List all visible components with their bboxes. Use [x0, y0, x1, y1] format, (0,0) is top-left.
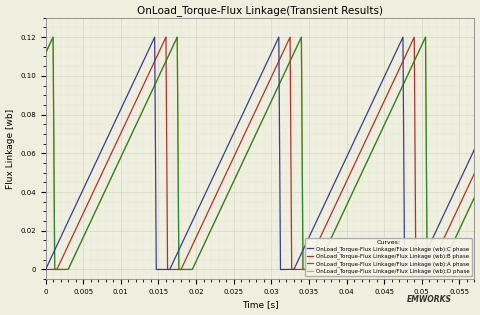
X-axis label: Time [s]: Time [s] — [242, 301, 278, 309]
OnLoad_Torque-Flux Linkage/Flux Linkage (wb):D phase — [45, 47, 50, 51]
OnLoad_Torque-Flux Linkage/Flux Linkage (wb):D phase — [449, 244, 455, 248]
OnLoad_Torque-Flux Linkage/Flux Linkage (wb):B phase — [252, 110, 258, 113]
OnLoad_Torque-Flux Linkage/Flux Linkage (wb):A phase — [60, 268, 66, 272]
OnLoad_Torque-Flux Linkage/Flux Linkage (wb):B phase — [60, 254, 66, 258]
OnLoad_Torque-Flux Linkage/Flux Linkage (wb):A phase — [127, 136, 132, 140]
OnLoad_Torque-Flux Linkage/Flux Linkage (wb):B phase — [287, 35, 293, 39]
OnLoad_Torque-Flux Linkage/Flux Linkage (wb):C phase — [68, 213, 74, 217]
OnLoad_Torque-Flux Linkage/Flux Linkage (wb):A phase — [252, 134, 258, 137]
Line: OnLoad_Torque-Flux Linkage/Flux Linkage (wb):C phase: OnLoad_Torque-Flux Linkage/Flux Linkage … — [46, 37, 474, 270]
OnLoad_Torque-Flux Linkage/Flux Linkage (wb):C phase — [276, 35, 282, 39]
OnLoad_Torque-Flux Linkage/Flux Linkage (wb):C phase — [127, 89, 132, 92]
OnLoad_Torque-Flux Linkage/Flux Linkage (wb):B phase — [127, 112, 132, 116]
Text: EMWORKS: EMWORKS — [407, 295, 452, 304]
OnLoad_Torque-Flux Linkage/Flux Linkage (wb):C phase — [471, 147, 477, 151]
OnLoad_Torque-Flux Linkage/Flux Linkage (wb):D phase — [68, 261, 74, 265]
OnLoad_Torque-Flux Linkage/Flux Linkage (wb):A phase — [449, 244, 455, 248]
Line: OnLoad_Torque-Flux Linkage/Flux Linkage (wb):A phase: OnLoad_Torque-Flux Linkage/Flux Linkage … — [46, 37, 474, 270]
Line: OnLoad_Torque-Flux Linkage/Flux Linkage (wb):B phase: OnLoad_Torque-Flux Linkage/Flux Linkage … — [46, 37, 474, 270]
OnLoad_Torque-Flux Linkage/Flux Linkage (wb):C phase — [43, 268, 48, 272]
OnLoad_Torque-Flux Linkage/Flux Linkage (wb):C phase — [45, 263, 50, 267]
OnLoad_Torque-Flux Linkage/Flux Linkage (wb):D phase — [52, 268, 58, 272]
OnLoad_Torque-Flux Linkage/Flux Linkage (wb):A phase — [68, 261, 74, 265]
OnLoad_Torque-Flux Linkage/Flux Linkage (wb):A phase — [45, 47, 50, 51]
OnLoad_Torque-Flux Linkage/Flux Linkage (wb):D phase — [471, 196, 477, 199]
OnLoad_Torque-Flux Linkage/Flux Linkage (wb):A phase — [471, 196, 477, 199]
Y-axis label: Flux Linkage [wb]: Flux Linkage [wb] — [6, 108, 14, 188]
OnLoad_Torque-Flux Linkage/Flux Linkage (wb):A phase — [299, 35, 304, 39]
OnLoad_Torque-Flux Linkage/Flux Linkage (wb):B phase — [43, 268, 48, 272]
OnLoad_Torque-Flux Linkage/Flux Linkage (wb):B phase — [45, 268, 50, 272]
OnLoad_Torque-Flux Linkage/Flux Linkage (wb):D phase — [43, 51, 48, 55]
OnLoad_Torque-Flux Linkage/Flux Linkage (wb):D phase — [60, 268, 66, 272]
OnLoad_Torque-Flux Linkage/Flux Linkage (wb):C phase — [60, 230, 66, 233]
OnLoad_Torque-Flux Linkage/Flux Linkage (wb):D phase — [252, 134, 258, 137]
Legend: OnLoad_Torque-Flux Linkage/Flux Linkage (wb):C phase, OnLoad_Torque-Flux Linkage: OnLoad_Torque-Flux Linkage/Flux Linkage … — [305, 238, 472, 276]
OnLoad_Torque-Flux Linkage/Flux Linkage (wb):C phase — [252, 85, 258, 89]
Line: OnLoad_Torque-Flux Linkage/Flux Linkage (wb):D phase: OnLoad_Torque-Flux Linkage/Flux Linkage … — [46, 37, 474, 270]
OnLoad_Torque-Flux Linkage/Flux Linkage (wb):A phase — [52, 268, 58, 272]
OnLoad_Torque-Flux Linkage/Flux Linkage (wb):B phase — [68, 237, 74, 241]
OnLoad_Torque-Flux Linkage/Flux Linkage (wb):B phase — [449, 220, 455, 224]
Title: OnLoad_Torque-Flux Linkage(Transient Results): OnLoad_Torque-Flux Linkage(Transient Res… — [137, 6, 383, 16]
OnLoad_Torque-Flux Linkage/Flux Linkage (wb):D phase — [299, 35, 304, 39]
OnLoad_Torque-Flux Linkage/Flux Linkage (wb):A phase — [43, 51, 48, 55]
OnLoad_Torque-Flux Linkage/Flux Linkage (wb):B phase — [471, 171, 477, 175]
OnLoad_Torque-Flux Linkage/Flux Linkage (wb):C phase — [449, 196, 455, 199]
OnLoad_Torque-Flux Linkage/Flux Linkage (wb):D phase — [127, 136, 132, 140]
